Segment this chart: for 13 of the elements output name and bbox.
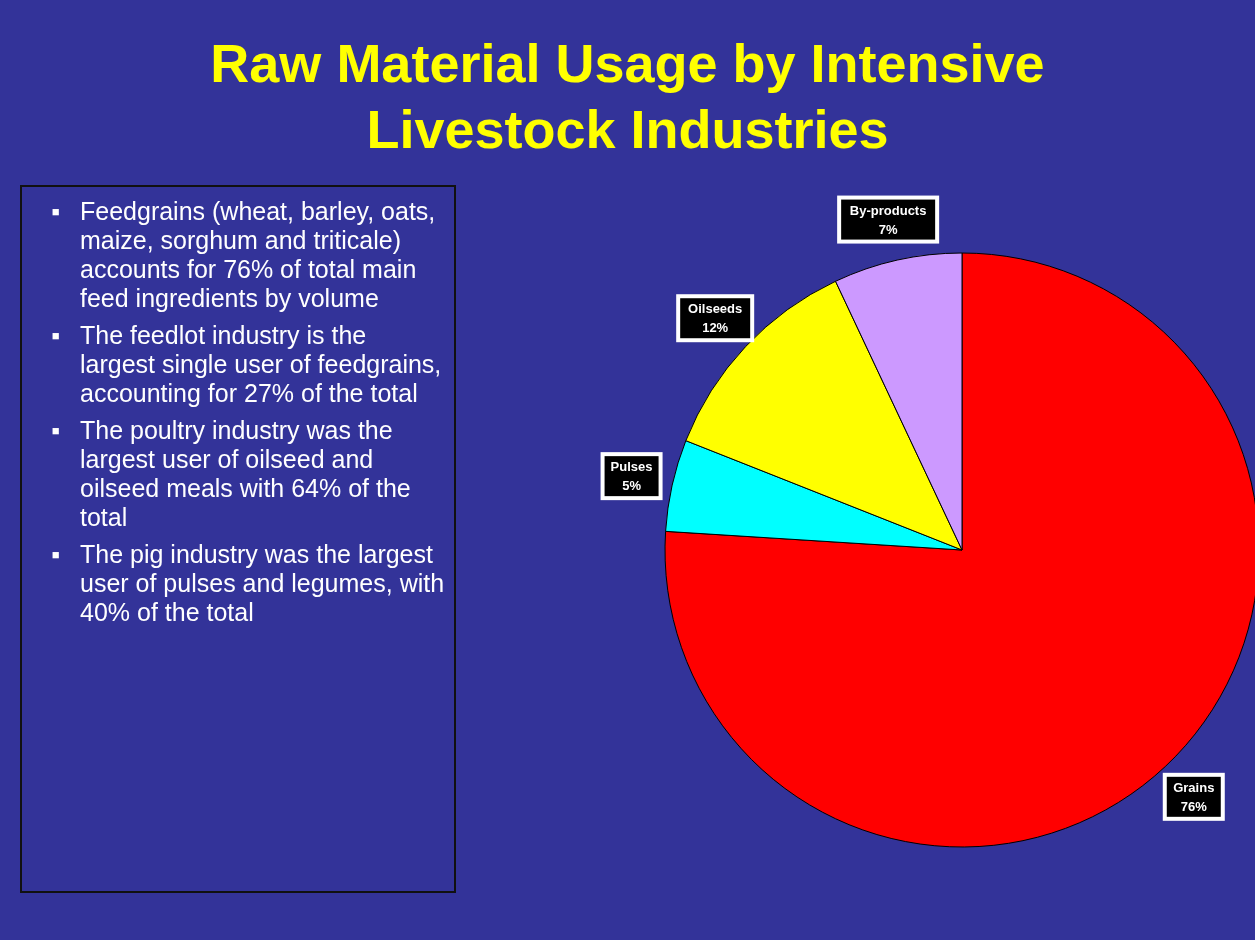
data-label: 12%	[702, 320, 729, 336]
chart-title: Raw Material Usage by Intensive Livestock Industries	[209, 32, 1046, 161]
slice-label: Grains	[1173, 779, 1215, 795]
data-label: 76%	[1180, 798, 1208, 814]
text: ▪ The feedlot industry is the largest single user of feedgrains, accounting for 27% of the total	[50, 321, 443, 408]
data-label: 7%	[878, 221, 898, 237]
slice-label: By-products	[849, 202, 927, 218]
text: ▪ Feedgrains (wheat, barley, oats, maize, sorghum and triticale) accounts for 76% of total main feed ingredients by volume	[50, 197, 437, 313]
slice-label: Pulses	[610, 459, 653, 475]
data-label: 5%	[622, 478, 642, 494]
text: ▪ The poultry industry was the largest user of oilseed and oilseed meals with 64% of the total	[50, 416, 412, 532]
slice-label: Oilseeds	[688, 301, 743, 317]
text: ▪ The pig industry was the largest user of pulses and legumes, with 40% of the total	[50, 540, 446, 627]
